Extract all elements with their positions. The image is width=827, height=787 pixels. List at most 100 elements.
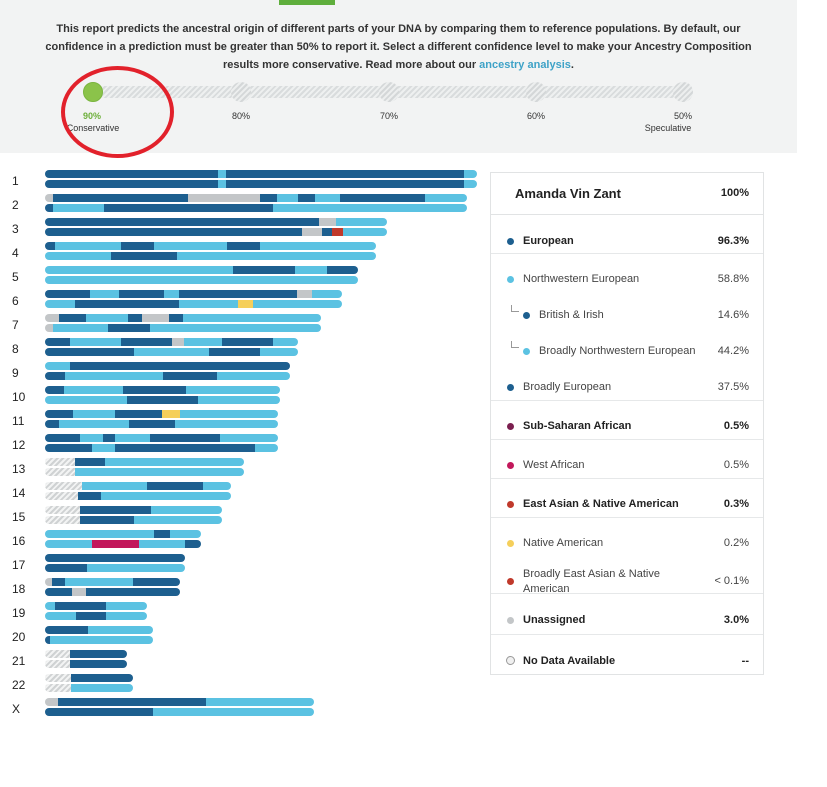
chromosome-10-strand-2[interactable] [45,396,280,404]
ancestry-segment [272,338,298,346]
slider-stop-80[interactable] [231,82,251,102]
chromosome-17-strand-2[interactable] [45,564,185,572]
ancestry-segment [464,180,477,188]
chromosome-label-11: 11 [12,414,25,428]
chromosome-7-strand-1[interactable] [45,314,321,322]
chromosome-label-22: 22 [12,678,26,692]
ancestry-segment [69,660,127,668]
ancestry-segment [169,530,201,538]
chromosome-16-strand-1[interactable] [45,530,201,538]
chromosome-4-strand-1[interactable] [45,242,376,250]
ancestry-segment [206,708,314,716]
chromosome-9-strand-2[interactable] [45,372,290,380]
ancestry-percent: 0.5% [723,459,749,471]
ancestry-segment [180,410,278,418]
ancestry-segment [74,300,180,308]
ancestry-segment [188,194,206,202]
ancestry-analysis-link[interactable]: ancestry analysis [479,59,571,71]
chromosome-8-strand-1[interactable] [45,338,298,346]
chromosome-4-strand-2[interactable] [45,252,376,260]
chromosome-7-strand-2[interactable] [45,324,321,332]
ancestry-segment [45,684,72,692]
chromosome-19-strand-1[interactable] [45,602,147,610]
chromosome-5-strand-2[interactable] [45,276,358,284]
chromosome-3-strand-1[interactable] [45,218,387,226]
chromosome-15-strand-2[interactable] [45,516,222,524]
slider-stop-50[interactable] [673,82,693,102]
ancestry-breakdown-panel: Amanda Vin Zant 100% European 96.3% Northw… [490,172,764,675]
ancestry-segment [120,338,172,346]
chromosome-22-strand-2[interactable] [45,684,133,692]
chromosome-11-strand-2[interactable] [45,420,278,428]
chromosome-21-strand-2[interactable] [45,660,127,668]
chromosome-13-strand-1[interactable] [45,458,244,466]
chromosome-5-strand-1[interactable] [45,266,358,274]
chromosome-10-strand-1[interactable] [45,386,280,394]
ancestry-label: West African [523,459,585,471]
chromosome-label-2: 2 [12,198,19,212]
ancestry-segment [149,324,321,332]
ancestry-segment [45,458,76,466]
chromosome-9-strand-1[interactable] [45,362,290,370]
chromosome-17-strand-1[interactable] [45,554,185,562]
chromosome-2-strand-1[interactable] [45,194,467,202]
ancestry-segment [45,612,77,620]
ancestry-color-dot [507,423,514,430]
chromosome-12-strand-2[interactable] [45,444,278,452]
chromosome-16-strand-2[interactable] [45,540,201,548]
ancestry-segment [104,204,274,212]
ancestry-segment [63,386,124,394]
ancestry-segment [232,266,296,274]
chromosome-20-strand-1[interactable] [45,626,153,634]
ancestry-segment [45,252,112,260]
slider-stop-60[interactable] [526,82,546,102]
ancestry-segment [335,218,387,226]
slider-label-pct: 50% [673,111,692,121]
slider-label-pct: 80% [231,111,250,121]
ancestry-segment [45,194,54,202]
chromosome-X-strand-2[interactable] [45,708,314,716]
chromosome-11-strand-1[interactable] [45,410,278,418]
ancestry-segment [79,434,104,442]
chromosome-22-strand-1[interactable] [45,674,133,682]
ancestry-percent: 14.6% [717,309,749,321]
ancestry-segment [127,396,199,404]
slider-label-50[interactable]: 50% Speculative [623,110,713,134]
ancestry-segment [133,516,222,524]
chromosome-21-strand-1[interactable] [45,650,127,658]
chromosome-6-strand-2[interactable] [45,300,342,308]
chromosome-X-strand-1[interactable] [45,698,314,706]
ancestry-percent: 0.5% [723,420,749,432]
row-divider [491,593,763,594]
ancestry-segment [315,194,341,202]
slider-label-70[interactable]: 70% [344,110,434,122]
ancestry-segment [184,338,223,346]
ancestry-segment [45,324,54,332]
ancestry-segment [169,314,184,322]
chromosome-3-strand-2[interactable] [45,228,387,236]
slider-label-80[interactable]: 80% [196,110,286,122]
chromosome-14-strand-1[interactable] [45,482,231,490]
ancestry-segment [58,314,87,322]
ancestry-segment [198,218,320,226]
chromosome-1-strand-1[interactable] [45,170,477,178]
chromosome-13-strand-2[interactable] [45,468,244,476]
chromosome-15-strand-1[interactable] [45,506,222,514]
chromosome-18-strand-2[interactable] [45,588,180,596]
ancestry-segment [45,180,219,188]
chromosome-20-strand-2[interactable] [45,636,153,644]
chromosome-2-strand-2[interactable] [45,204,467,212]
slider-stop-70[interactable] [379,82,399,102]
ancestry-segment [161,444,256,452]
slider-label-60[interactable]: 60% [491,110,581,122]
chromosome-12-strand-1[interactable] [45,434,278,442]
ancestry-segment [71,674,133,682]
chromosome-14-strand-2[interactable] [45,492,231,500]
ancestry-segment [45,314,60,322]
chromosome-6-strand-1[interactable] [45,290,342,298]
chromosome-18-strand-1[interactable] [45,578,180,586]
chromosome-19-strand-2[interactable] [45,612,147,620]
chromosome-8-strand-2[interactable] [45,348,298,356]
chromosome-1-strand-2[interactable] [45,180,477,188]
row-divider [491,478,763,479]
